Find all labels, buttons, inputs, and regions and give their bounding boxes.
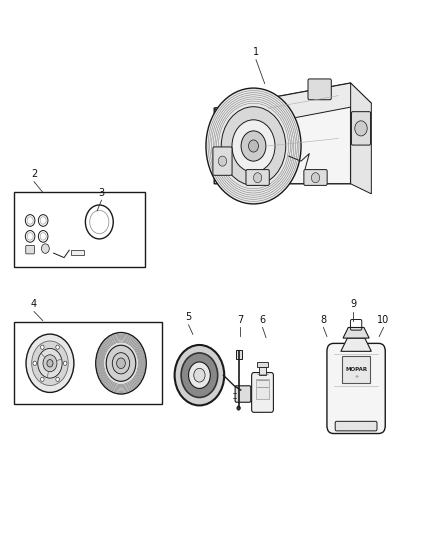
Circle shape: [175, 345, 224, 406]
Circle shape: [43, 355, 57, 372]
Circle shape: [96, 333, 146, 394]
Circle shape: [41, 377, 44, 382]
Text: 8: 8: [320, 315, 326, 325]
Circle shape: [181, 353, 218, 398]
FancyBboxPatch shape: [235, 386, 251, 402]
Text: ®: ®: [354, 376, 358, 380]
FancyBboxPatch shape: [252, 373, 273, 413]
Circle shape: [32, 341, 68, 385]
Bar: [342, 356, 371, 383]
Circle shape: [38, 349, 62, 378]
Circle shape: [106, 345, 136, 381]
Bar: [71, 250, 84, 255]
FancyBboxPatch shape: [308, 79, 331, 100]
Text: 5: 5: [185, 312, 192, 322]
Circle shape: [56, 377, 59, 382]
FancyBboxPatch shape: [213, 147, 232, 175]
Bar: [258, 367, 266, 375]
Bar: [14, 322, 162, 405]
Circle shape: [355, 121, 367, 136]
Circle shape: [232, 120, 275, 172]
Circle shape: [47, 360, 53, 367]
FancyBboxPatch shape: [351, 112, 371, 145]
Text: MOPAR: MOPAR: [345, 367, 367, 373]
FancyBboxPatch shape: [335, 421, 377, 431]
Circle shape: [117, 358, 125, 368]
FancyBboxPatch shape: [327, 343, 385, 433]
Bar: [257, 362, 268, 367]
Polygon shape: [351, 83, 371, 194]
FancyBboxPatch shape: [26, 245, 35, 254]
Polygon shape: [341, 338, 371, 351]
Polygon shape: [214, 83, 371, 128]
Text: 2: 2: [31, 169, 37, 179]
Circle shape: [241, 131, 266, 161]
Bar: [14, 192, 145, 266]
Text: 6: 6: [259, 315, 265, 325]
Polygon shape: [343, 327, 369, 338]
Circle shape: [41, 345, 44, 349]
Circle shape: [221, 107, 286, 185]
Polygon shape: [214, 83, 351, 184]
Bar: [256, 379, 269, 399]
Text: 1: 1: [253, 47, 259, 57]
Circle shape: [42, 244, 49, 253]
Text: 3: 3: [99, 188, 105, 198]
Circle shape: [33, 361, 36, 366]
Circle shape: [56, 345, 59, 349]
Circle shape: [64, 361, 67, 366]
Circle shape: [112, 353, 130, 374]
Text: 4: 4: [31, 299, 37, 309]
Circle shape: [237, 406, 240, 410]
Circle shape: [188, 362, 210, 389]
Text: 10: 10: [378, 315, 390, 325]
Text: 9: 9: [350, 299, 356, 309]
Circle shape: [311, 173, 320, 183]
Bar: [236, 350, 242, 359]
FancyBboxPatch shape: [304, 169, 327, 185]
Circle shape: [248, 140, 258, 152]
Circle shape: [26, 334, 74, 392]
Circle shape: [206, 88, 301, 204]
Circle shape: [194, 368, 205, 382]
Circle shape: [219, 156, 226, 166]
Text: 7: 7: [237, 315, 243, 325]
FancyBboxPatch shape: [246, 169, 269, 185]
Circle shape: [254, 173, 262, 183]
